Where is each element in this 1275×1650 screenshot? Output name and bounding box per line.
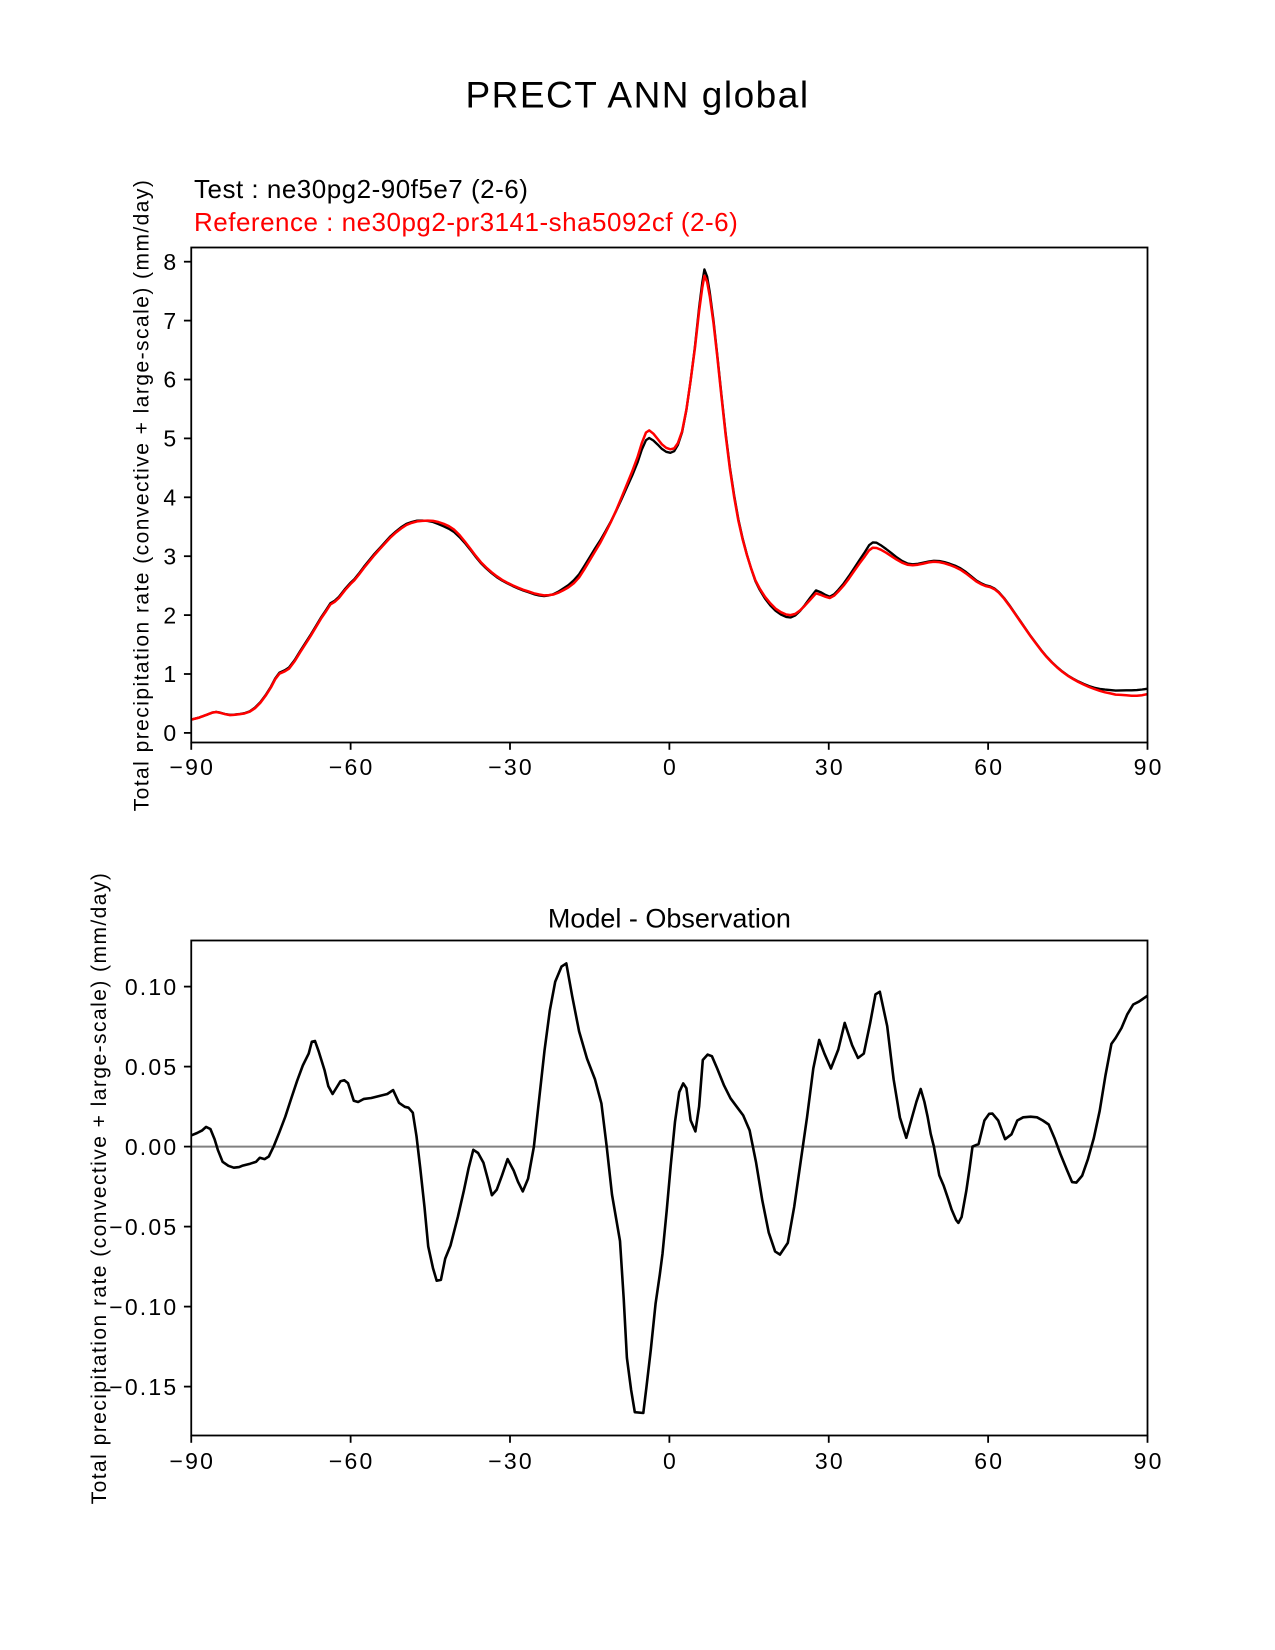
svg-text:0: 0 bbox=[663, 1448, 678, 1474]
svg-text:−0.10: −0.10 bbox=[109, 1294, 178, 1320]
svg-text:30: 30 bbox=[815, 1448, 845, 1474]
svg-text:Model - Observation: Model - Observation bbox=[548, 904, 791, 934]
svg-text:−60: −60 bbox=[329, 1448, 375, 1474]
svg-text:−0.15: −0.15 bbox=[109, 1374, 178, 1400]
svg-text:8: 8 bbox=[163, 249, 176, 275]
svg-text:4: 4 bbox=[163, 485, 176, 511]
svg-text:Reference : ne30pg2-pr3141-sha: Reference : ne30pg2-pr3141-sha5092cf (2-… bbox=[194, 207, 738, 237]
svg-text:7: 7 bbox=[163, 308, 176, 334]
svg-text:6: 6 bbox=[163, 367, 176, 393]
svg-text:60: 60 bbox=[974, 1448, 1004, 1474]
svg-text:PRECT ANN global: PRECT ANN global bbox=[465, 75, 809, 116]
svg-text:90: 90 bbox=[1134, 754, 1164, 780]
svg-text:−90: −90 bbox=[170, 1448, 216, 1474]
svg-text:1: 1 bbox=[163, 661, 176, 687]
svg-text:0: 0 bbox=[163, 720, 176, 746]
svg-text:0.05: 0.05 bbox=[125, 1054, 179, 1080]
svg-text:−30: −30 bbox=[488, 1448, 534, 1474]
svg-text:0: 0 bbox=[663, 754, 678, 780]
svg-text:Total precipitation rate (conv: Total precipitation rate (convective + l… bbox=[88, 872, 111, 1505]
svg-text:0.00: 0.00 bbox=[125, 1134, 179, 1160]
svg-text:30: 30 bbox=[815, 754, 845, 780]
svg-text:−90: −90 bbox=[170, 754, 216, 780]
svg-text:5: 5 bbox=[163, 426, 176, 452]
svg-text:60: 60 bbox=[974, 754, 1004, 780]
svg-text:−30: −30 bbox=[488, 754, 534, 780]
svg-text:0.10: 0.10 bbox=[125, 974, 179, 1000]
svg-text:3: 3 bbox=[163, 543, 176, 569]
svg-text:Total precipitation rate (conv: Total precipitation rate (convective + l… bbox=[131, 179, 154, 812]
svg-text:90: 90 bbox=[1134, 1448, 1164, 1474]
svg-text:−60: −60 bbox=[329, 754, 375, 780]
svg-text:−0.05: −0.05 bbox=[109, 1214, 178, 1240]
svg-text:Test : ne30pg2-90f5e7 (2-6): Test : ne30pg2-90f5e7 (2-6) bbox=[194, 174, 528, 204]
svg-text:2: 2 bbox=[163, 602, 176, 628]
